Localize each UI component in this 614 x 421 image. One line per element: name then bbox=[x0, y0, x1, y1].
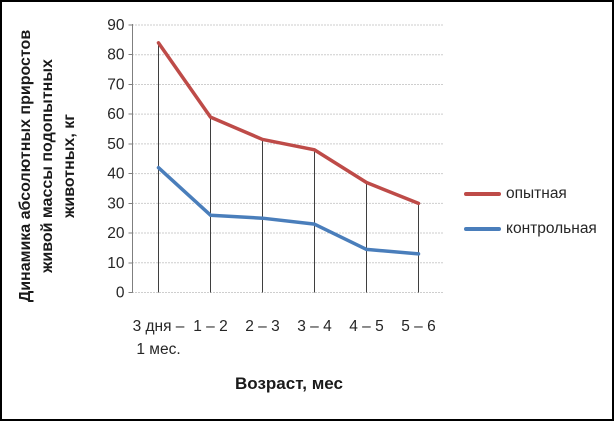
legend-item-control: контрольная bbox=[464, 220, 597, 237]
legend-line-swatch-red bbox=[464, 192, 501, 196]
legend-label: контрольная bbox=[506, 220, 597, 237]
x-category-label: 3 дня –1 мес. bbox=[133, 318, 185, 358]
y-tick-label: 50 bbox=[107, 136, 125, 153]
y-axis-title-line: животных, кг bbox=[61, 114, 78, 218]
x-category-label: 2 – 3 bbox=[245, 318, 279, 335]
y-tick-label: 40 bbox=[107, 166, 125, 183]
y-tick-label: 20 bbox=[107, 225, 125, 242]
y-tick-label: 90 bbox=[107, 17, 125, 34]
legend-item-experimental: опытная bbox=[464, 185, 597, 202]
y-tick-label: 70 bbox=[107, 76, 125, 93]
y-tick-label: 80 bbox=[107, 47, 125, 64]
legend-label: опытная bbox=[506, 185, 567, 202]
y-axis-title-line: живой массы подопытных bbox=[39, 59, 56, 273]
y-tick-label: 60 bbox=[107, 106, 125, 123]
legend-line-swatch-blue bbox=[464, 227, 501, 231]
y-tick-label: 0 bbox=[116, 285, 125, 302]
x-category-label: 3 – 4 bbox=[297, 318, 332, 335]
y-axis-title-line: Динамика абсолютных приростов bbox=[17, 29, 34, 303]
x-axis-title: Возраст, мес bbox=[235, 374, 343, 393]
y-tick-label: 10 bbox=[107, 255, 125, 272]
x-category-label: 5 – 6 bbox=[401, 318, 435, 335]
chart-legend: опытная контрольная bbox=[464, 185, 597, 256]
x-category-label: 1 – 2 bbox=[193, 318, 227, 335]
x-category-label: 4 – 5 bbox=[349, 318, 383, 335]
y-axis-title: Динамика абсолютных приростов живой масс… bbox=[15, 30, 81, 302]
y-tick-label: 30 bbox=[107, 195, 125, 212]
series-line-1 bbox=[156, 165, 421, 256]
series-line-0 bbox=[156, 41, 421, 206]
